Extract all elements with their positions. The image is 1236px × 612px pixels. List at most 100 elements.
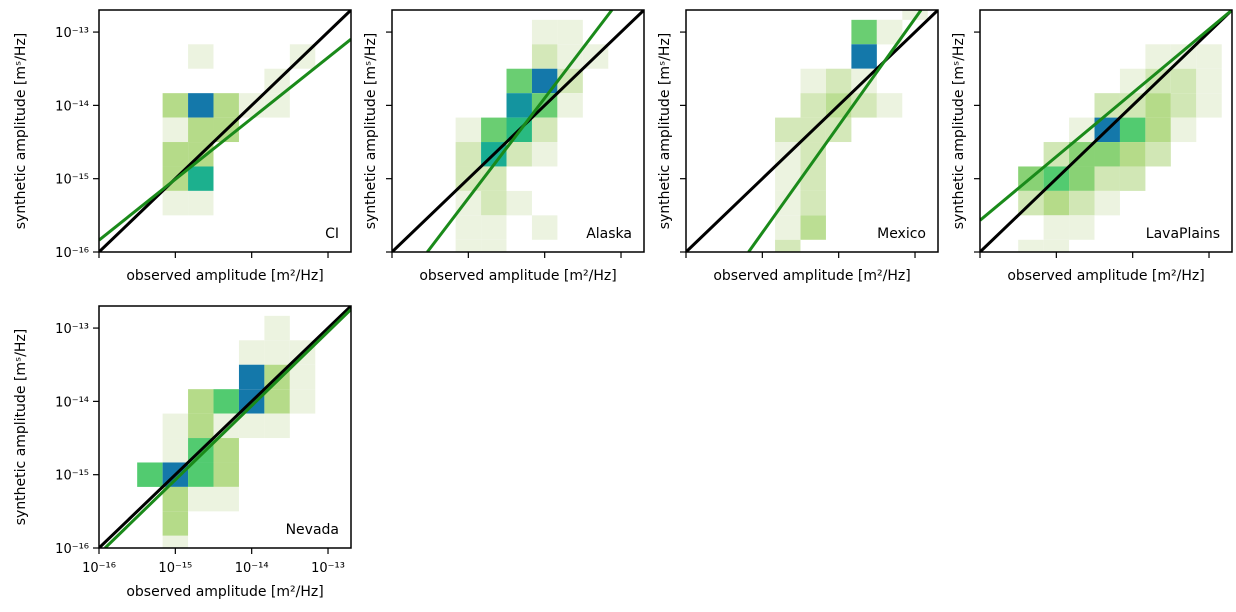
heatmap-cell [481, 166, 507, 191]
heatmap-cell [162, 142, 189, 167]
one-to-one-line [980, 10, 1232, 252]
heatmap-cell [481, 239, 507, 252]
heatmap-cell [506, 190, 532, 216]
heatmap-cell [800, 166, 826, 191]
y-tick-label: 10⁻¹⁴ [55, 99, 89, 114]
heatmap-cell [531, 215, 558, 240]
plot-area [392, 10, 644, 252]
heatmap-cell [1094, 166, 1120, 191]
heatmap-cell [264, 389, 290, 414]
heatmap-cell [531, 19, 558, 45]
heatmap-cell [481, 215, 507, 240]
heatmap-cell [238, 340, 265, 365]
heatmap-cell [481, 117, 507, 143]
panel-ci: 10⁻¹⁶ 10⁻¹⁵ 10⁻¹⁴ 10⁻¹³ CI observed amplitude… [13, 9, 352, 284]
heatmap-cell [1170, 117, 1197, 143]
x-axis-label: observed amplitude [m²/Hz] [126, 584, 323, 600]
x-tick-label: 10⁻¹⁶ [82, 561, 116, 576]
heatmap-cell [264, 315, 290, 341]
heatmap-cell [1043, 215, 1070, 240]
y-tick-label: 10⁻¹⁵ [55, 173, 89, 188]
heatmap-cell [1196, 93, 1222, 118]
heatmap-cell [775, 215, 801, 240]
heatmap-cell [1119, 142, 1146, 167]
plot-area [980, 10, 1232, 252]
heatmap-cell [800, 190, 826, 216]
heatmap-cell [1119, 166, 1146, 191]
x-axis-label: observed amplitude [m²/Hz] [1007, 268, 1204, 284]
plot-area [686, 10, 938, 252]
heatmap-cell [162, 511, 189, 536]
heatmap-cell [481, 190, 507, 216]
heatmap-cell [800, 215, 826, 240]
heatmap-cell [851, 19, 877, 45]
heatmap-cell [1196, 44, 1222, 69]
heatmap-cell [289, 389, 316, 414]
heatmap-cell [531, 117, 558, 143]
heatmap-cell [188, 462, 214, 487]
fit-line [426, 10, 614, 252]
heatmap-cell [188, 117, 214, 143]
axes-frame [979, 9, 1233, 253]
heatmap-cell [188, 93, 214, 118]
heatmap-cell [851, 93, 877, 118]
heatmap-cell [1043, 239, 1070, 252]
heatmap-cell [557, 93, 583, 118]
axes-frame [685, 9, 939, 253]
heatmap-cell [455, 117, 482, 143]
fit-line [980, 10, 1232, 222]
heatmap-cell [162, 535, 189, 548]
y-axis-label: synthetic amplitude [mˢ/Hz] [13, 33, 29, 230]
heatmap-cell [800, 68, 826, 94]
heatmap-cell [775, 166, 801, 191]
heatmap-cell [1119, 117, 1146, 143]
heatmap-cell [1145, 117, 1171, 143]
heatmap-cell [506, 68, 532, 94]
x-axis-label: observed amplitude [m²/Hz] [713, 268, 910, 284]
heatmap-cell [162, 190, 189, 216]
heatmap-cell [1196, 68, 1222, 94]
heatmap-cell [1170, 93, 1197, 118]
y-tick-label: 10⁻¹⁴ [55, 395, 89, 410]
heatmap-cell [1018, 239, 1044, 252]
y-axis-label: synthetic amplitude [mˢ/Hz] [657, 33, 673, 230]
heatmap-cell [188, 44, 214, 69]
panel-mexico: Mexico observed amplitude [m²/Hz] syntheti… [657, 9, 939, 284]
one-to-one-line [686, 10, 938, 252]
heatmap-cell [162, 413, 189, 439]
heatmap-cell [213, 438, 239, 463]
x-axis-label: observed amplitude [m²/Hz] [126, 268, 323, 284]
heatmap-cell [825, 68, 852, 94]
axes-frame [391, 9, 645, 253]
panel-lavaplains: LavaPlains observed amplitude [m²/Hz] synt… [951, 9, 1233, 284]
heatmap-cell [1145, 142, 1171, 167]
heatmap-cell [162, 117, 189, 143]
fit-line [99, 38, 351, 242]
one-to-one-line [99, 10, 351, 252]
heatmap-cell [1069, 190, 1095, 216]
heatmap-cell [238, 364, 265, 390]
heatmap-cell [213, 389, 239, 414]
y-tick-label: 10⁻¹³ [55, 322, 89, 337]
heatmap-cell [557, 19, 583, 45]
heatmap-cell [1043, 190, 1070, 216]
heatmap-cell [455, 215, 482, 240]
heatmap-cell [455, 239, 482, 252]
heatmap-cell [137, 462, 163, 487]
y-tick-label: 10⁻¹⁶ [55, 246, 89, 261]
fit-line [104, 308, 351, 548]
y-tick-label: 10⁻¹⁶ [55, 542, 89, 557]
heatmap-cell [775, 117, 801, 143]
heatmap-cell [1094, 142, 1120, 167]
heatmap-cell [1145, 93, 1171, 118]
heatmap-cell [188, 486, 214, 512]
heatmap-cell [188, 389, 214, 414]
one-to-one-line [99, 306, 351, 548]
plot-area [99, 306, 351, 548]
heatmap-cell [213, 486, 239, 512]
heatmap-cell [775, 239, 801, 252]
axes-frame [98, 305, 352, 549]
axes-frame [98, 9, 352, 253]
x-tick-label: 10⁻¹⁵ [158, 561, 192, 576]
